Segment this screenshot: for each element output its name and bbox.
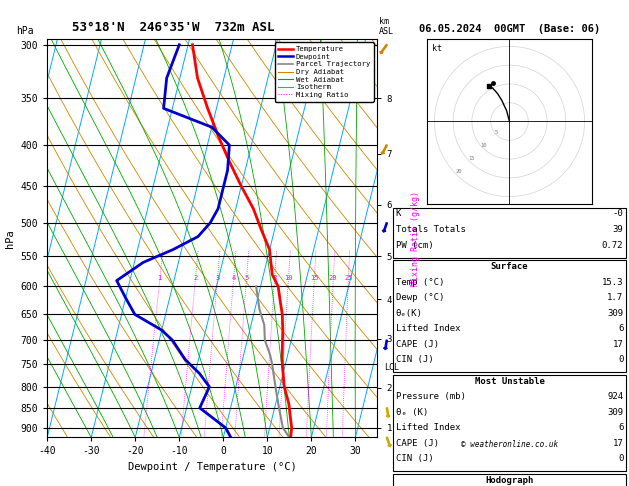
Text: hPa: hPa (16, 26, 33, 36)
Text: 309: 309 (607, 309, 623, 318)
Text: km
ASL: km ASL (379, 17, 394, 36)
Text: Mixing Ratio (g/kg): Mixing Ratio (g/kg) (411, 191, 420, 286)
Text: 53°18'N  246°35'W  732m ASL: 53°18'N 246°35'W 732m ASL (72, 21, 275, 34)
Text: 20: 20 (329, 275, 338, 280)
Text: Lifted Index: Lifted Index (396, 423, 460, 433)
Text: 6: 6 (618, 423, 623, 433)
Text: 06.05.2024  00GMT  (Base: 06): 06.05.2024 00GMT (Base: 06) (419, 24, 600, 34)
Text: θₑ (K): θₑ (K) (396, 408, 428, 417)
Text: CAPE (J): CAPE (J) (396, 439, 438, 448)
Text: Dewp (°C): Dewp (°C) (396, 293, 444, 302)
Text: Lifted Index: Lifted Index (396, 324, 460, 333)
Text: 15: 15 (310, 275, 318, 280)
Text: 17: 17 (613, 340, 623, 349)
Text: 20: 20 (455, 169, 462, 174)
Text: -0: -0 (613, 209, 623, 219)
Text: Hodograph: Hodograph (486, 476, 533, 485)
Text: 1.7: 1.7 (607, 293, 623, 302)
Text: 0: 0 (618, 454, 623, 464)
Text: 8: 8 (272, 275, 277, 280)
Text: 4: 4 (231, 275, 236, 280)
Text: 17: 17 (613, 439, 623, 448)
Text: CAPE (J): CAPE (J) (396, 340, 438, 349)
Text: 2: 2 (193, 275, 198, 280)
Text: 39: 39 (613, 225, 623, 234)
Text: Temp (°C): Temp (°C) (396, 278, 444, 287)
Text: K: K (396, 209, 401, 219)
Text: 924: 924 (607, 392, 623, 401)
Text: Most Unstable: Most Unstable (474, 377, 545, 386)
Text: Surface: Surface (491, 262, 528, 271)
Text: kt: kt (432, 44, 442, 53)
Text: Totals Totals: Totals Totals (396, 225, 465, 234)
Text: 309: 309 (607, 408, 623, 417)
Text: 10: 10 (284, 275, 292, 280)
Text: 5: 5 (495, 130, 498, 135)
Legend: Temperature, Dewpoint, Parcel Trajectory, Dry Adiabat, Wet Adiabat, Isotherm, Mi: Temperature, Dewpoint, Parcel Trajectory… (275, 42, 374, 102)
Text: CIN (J): CIN (J) (396, 454, 433, 464)
Text: LCL: LCL (384, 363, 399, 371)
Text: 5: 5 (244, 275, 248, 280)
Text: CIN (J): CIN (J) (396, 355, 433, 364)
Text: 0: 0 (618, 355, 623, 364)
Text: 6: 6 (618, 324, 623, 333)
X-axis label: Dewpoint / Temperature (°C): Dewpoint / Temperature (°C) (128, 462, 297, 472)
Text: 0.72: 0.72 (602, 241, 623, 250)
Text: 10: 10 (481, 143, 487, 148)
Text: 15: 15 (468, 156, 474, 161)
Text: PW (cm): PW (cm) (396, 241, 433, 250)
Text: © weatheronline.co.uk: © weatheronline.co.uk (461, 440, 558, 449)
Text: 15.3: 15.3 (602, 278, 623, 287)
Text: 1: 1 (157, 275, 162, 280)
Text: 3: 3 (215, 275, 220, 280)
Text: Pressure (mb): Pressure (mb) (396, 392, 465, 401)
Y-axis label: hPa: hPa (5, 229, 15, 247)
Text: θₑ(K): θₑ(K) (396, 309, 423, 318)
Text: 25: 25 (344, 275, 352, 280)
